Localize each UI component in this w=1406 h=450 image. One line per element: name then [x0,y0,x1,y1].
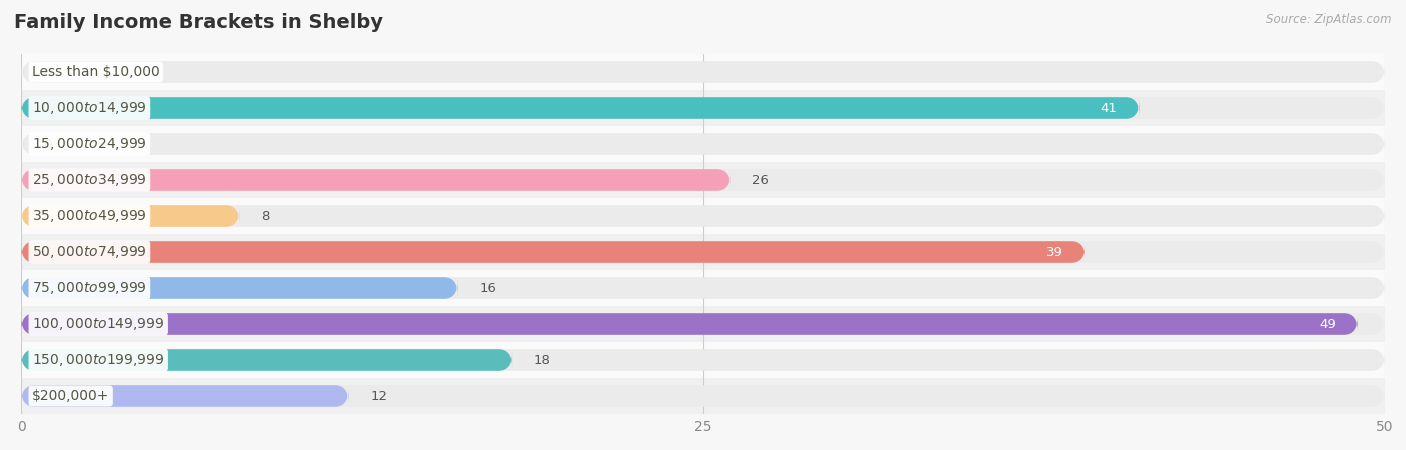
Text: $100,000 to $149,999: $100,000 to $149,999 [32,316,165,332]
FancyBboxPatch shape [21,342,1385,378]
FancyBboxPatch shape [21,306,1385,342]
FancyBboxPatch shape [21,61,1385,83]
Text: 26: 26 [752,174,769,186]
FancyBboxPatch shape [21,126,1385,162]
Text: $75,000 to $99,999: $75,000 to $99,999 [32,280,146,296]
FancyBboxPatch shape [21,97,1385,119]
FancyBboxPatch shape [21,234,1385,270]
Text: $10,000 to $14,999: $10,000 to $14,999 [32,100,146,116]
FancyBboxPatch shape [21,205,1385,227]
FancyBboxPatch shape [21,277,1385,299]
FancyBboxPatch shape [21,97,1139,119]
FancyBboxPatch shape [21,385,1385,407]
Text: Family Income Brackets in Shelby: Family Income Brackets in Shelby [14,14,382,32]
FancyBboxPatch shape [21,349,512,371]
Text: $150,000 to $199,999: $150,000 to $199,999 [32,352,165,368]
FancyBboxPatch shape [21,277,457,299]
FancyBboxPatch shape [21,54,1385,90]
Text: 16: 16 [479,282,496,294]
FancyBboxPatch shape [21,313,1385,335]
Text: Less than $10,000: Less than $10,000 [32,65,160,79]
FancyBboxPatch shape [21,241,1085,263]
FancyBboxPatch shape [21,241,1385,263]
FancyBboxPatch shape [21,270,1385,306]
FancyBboxPatch shape [21,198,1385,234]
FancyBboxPatch shape [21,169,1385,191]
FancyBboxPatch shape [21,385,349,407]
Text: $15,000 to $24,999: $15,000 to $24,999 [32,136,146,152]
Text: $200,000+: $200,000+ [32,389,110,403]
Text: $25,000 to $34,999: $25,000 to $34,999 [32,172,146,188]
Text: $35,000 to $49,999: $35,000 to $49,999 [32,208,146,224]
FancyBboxPatch shape [21,162,1385,198]
Text: 0: 0 [44,66,51,78]
Text: 49: 49 [1319,318,1336,330]
Text: 8: 8 [262,210,270,222]
Text: Source: ZipAtlas.com: Source: ZipAtlas.com [1267,14,1392,27]
Text: 0: 0 [44,138,51,150]
FancyBboxPatch shape [21,169,730,191]
FancyBboxPatch shape [21,313,1358,335]
FancyBboxPatch shape [21,378,1385,414]
FancyBboxPatch shape [21,90,1385,126]
FancyBboxPatch shape [21,133,1385,155]
Text: 41: 41 [1101,102,1118,114]
Text: 12: 12 [370,390,387,402]
Text: 39: 39 [1046,246,1063,258]
FancyBboxPatch shape [21,349,1385,371]
FancyBboxPatch shape [21,205,239,227]
Text: $50,000 to $74,999: $50,000 to $74,999 [32,244,146,260]
Text: 18: 18 [534,354,551,366]
